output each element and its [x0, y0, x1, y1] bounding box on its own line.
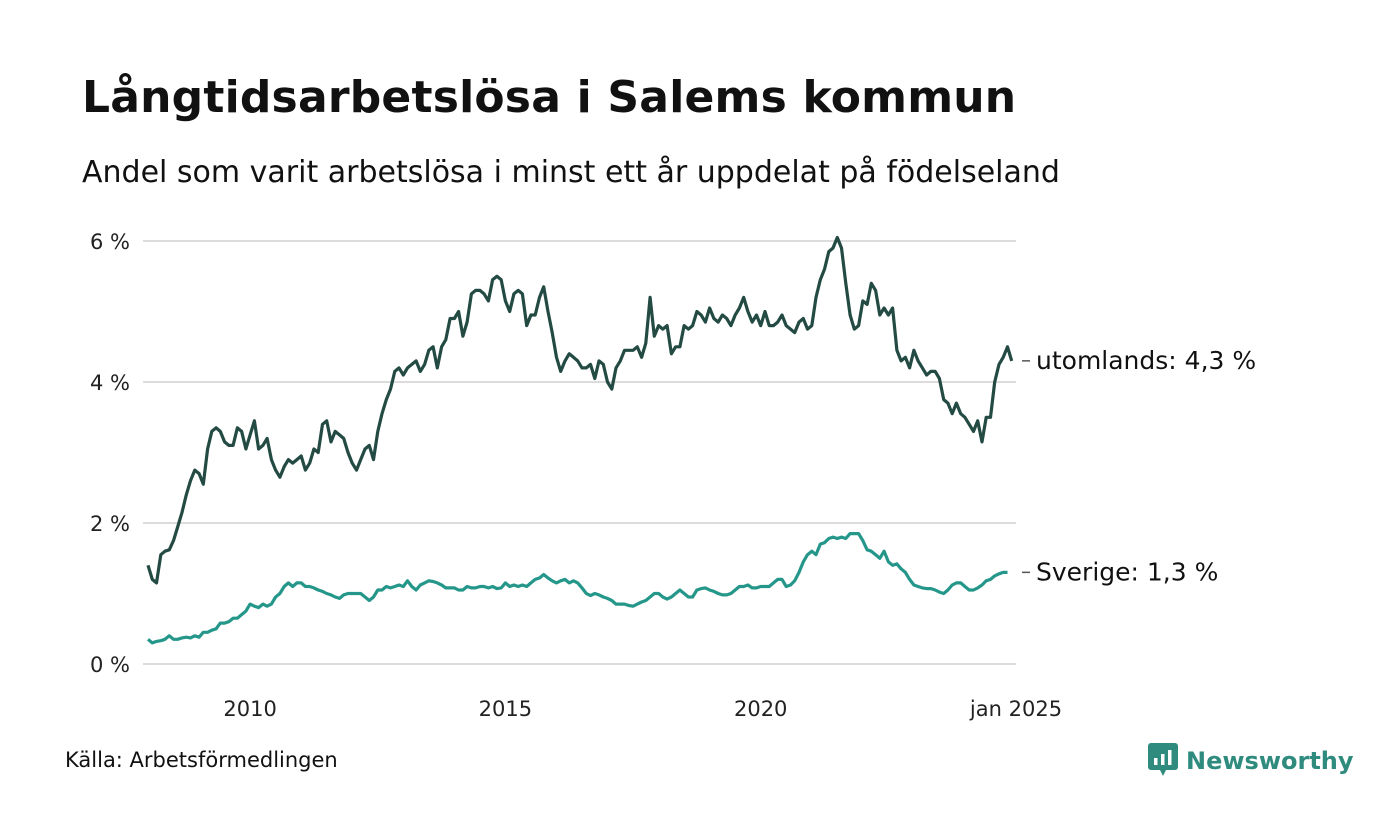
- gridlines: [143, 240, 1016, 665]
- line-chart: 0 % 2 % 4 % 6 % 2010 2015 2020 jan 2025 utomla…: [90, 230, 1256, 721]
- x-tick-label: 2020: [734, 697, 787, 721]
- x-axis-ticks: 2010 2015 2020 jan 2025: [223, 697, 1062, 721]
- x-tick-label: 2010: [223, 697, 276, 721]
- chart-title: Långtidsarbetslösa i Salems kommun: [82, 72, 1017, 123]
- series-line-utomlands: [146, 235, 1014, 585]
- brand-name: Newsworthy: [1186, 747, 1354, 775]
- y-axis-ticks: 0 % 2 % 4 % 6 %: [90, 230, 130, 677]
- y-tick-label: 4 %: [90, 371, 130, 395]
- x-tick-label: 2015: [479, 697, 532, 721]
- newsworthy-logo-icon: [1148, 743, 1178, 776]
- y-tick-label: 2 %: [90, 512, 130, 536]
- y-tick-label: 0 %: [90, 653, 130, 677]
- series-end-labels: utomlands: 4,3 % Sverige: 1,3 %: [1022, 346, 1256, 586]
- chart-subtitle: Andel som varit arbetslösa i minst ett å…: [82, 155, 1060, 190]
- brand-logo[interactable]: Newsworthy: [1148, 743, 1354, 779]
- end-label-utomlands: utomlands: 4,3 %: [1036, 346, 1256, 375]
- series-lines: [146, 235, 1014, 645]
- y-tick-label: 6 %: [90, 230, 130, 254]
- end-label-sverige: Sverige: 1,3 %: [1036, 557, 1218, 586]
- series-line-sverige: [146, 531, 1008, 645]
- source-note: Källa: Arbetsförmedlingen: [65, 748, 338, 772]
- x-tick-label: jan 2025: [969, 697, 1062, 721]
